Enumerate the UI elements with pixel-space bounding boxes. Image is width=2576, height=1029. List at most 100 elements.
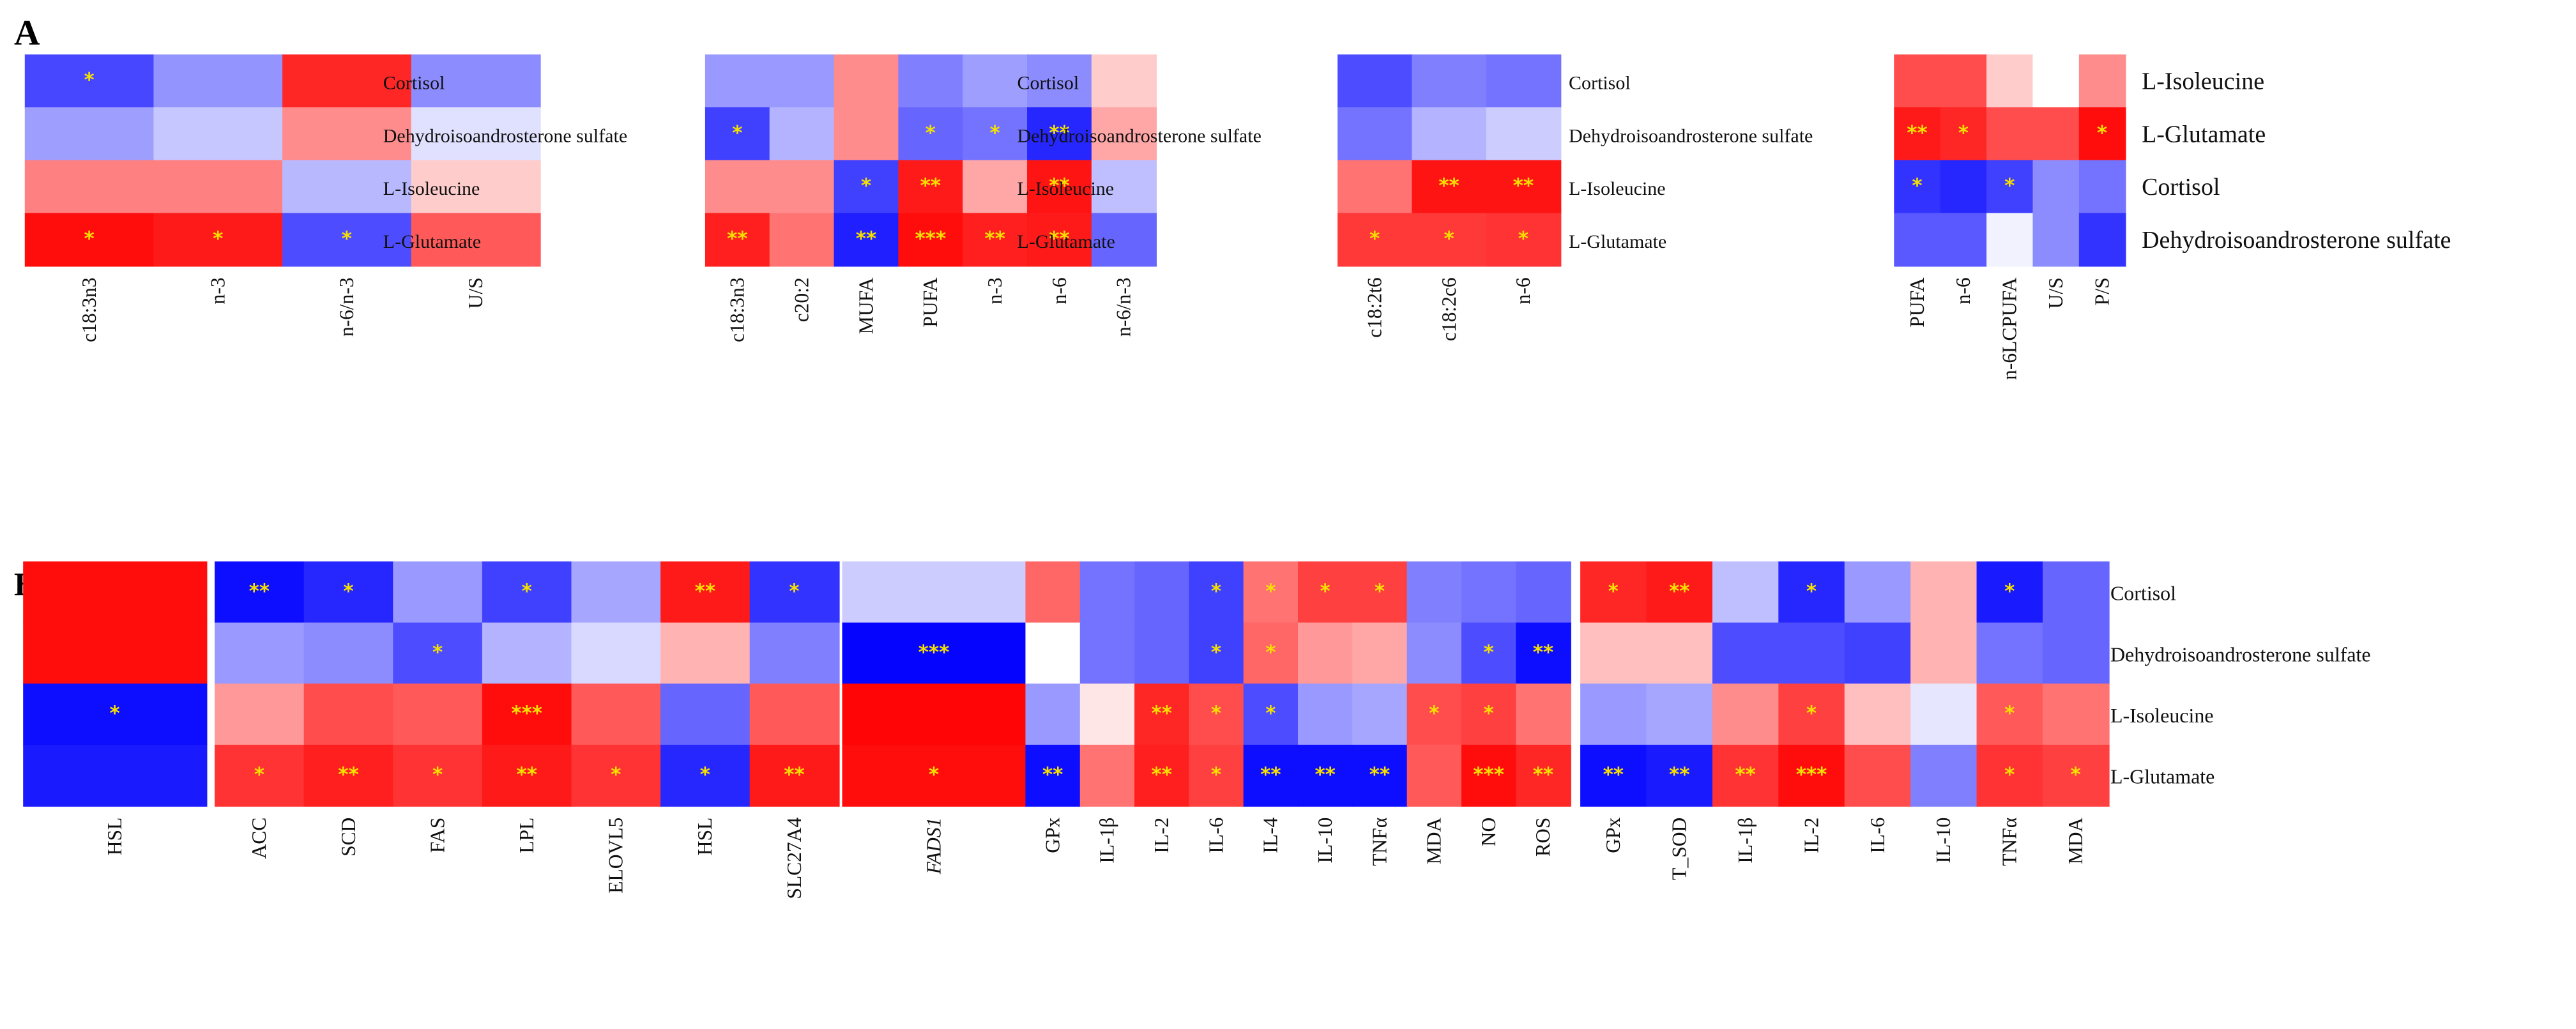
hm1-subcutaneous-adipose-cell-r0-c4 bbox=[963, 54, 1028, 109]
hm0-longissimus-dorsi-muscle-cell-r1-c3 bbox=[411, 107, 541, 162]
hm1-subcutaneous-adipose-cell-r0-c1 bbox=[769, 54, 835, 109]
hm5-serum-significance-r1-c2: * bbox=[432, 641, 443, 664]
hm2-serum-row-label-l-glutamate: L-Glutamate bbox=[1569, 231, 1666, 252]
hm2-serum-significance-r3-c1: * bbox=[1444, 227, 1454, 250]
hm7-serum-col-label-gpx: GPx bbox=[1041, 817, 1063, 853]
hm7-serum-cell-r0-c4 bbox=[1243, 561, 1299, 623]
hm8-liver-cell-r1-c2 bbox=[1712, 622, 1780, 685]
hm7-serum-cell-r3-c4 bbox=[1243, 744, 1299, 807]
hm2-serum-cell-r2-c1 bbox=[1412, 160, 1488, 214]
hm8-liver-significance-r3-c7: * bbox=[2071, 763, 2081, 786]
hm5-serum-cell-r3-c6 bbox=[749, 744, 840, 807]
hm1-subcutaneous-adipose-col-label-c20-2: c20:2 bbox=[790, 277, 812, 322]
hm3-liver-row-label-l-glutamate: L-Glutamate bbox=[2142, 121, 2266, 148]
hm1-subcutaneous-adipose-row-label-l-glutamate: L-Glutamate bbox=[1017, 231, 1115, 252]
hm3-liver-cell-r1-c0 bbox=[1894, 107, 1941, 162]
hm8-liver-significance-r3-c6: * bbox=[2004, 763, 2015, 786]
hm5-serum-cell-r1-c1 bbox=[303, 622, 394, 685]
hm8-liver-row-label-l-glutamate: L-Glutamate bbox=[2110, 765, 2214, 788]
hm5-serum-col-label-lpl: LPL bbox=[515, 818, 538, 853]
hm3-liver-cell-r1-c3 bbox=[2032, 107, 2080, 162]
hm5-serum-cell-r0-c6 bbox=[749, 561, 840, 623]
hm5-serum-col-label-scd: SCD bbox=[337, 818, 360, 857]
hm3-liver-cell-r3-c1 bbox=[1940, 213, 1988, 267]
hm2-serum-cell-r1-c0 bbox=[1338, 107, 1413, 162]
hm7-serum-significance-r1-c3: * bbox=[1211, 641, 1221, 664]
hm5-serum-significance-r3-c4: * bbox=[611, 763, 621, 786]
hm8-liver-col-label-il-2: IL-2 bbox=[1800, 818, 1822, 853]
hm4-subcutaneous-adipose-col-label-hsl: HSL bbox=[103, 818, 126, 856]
hm5-serum-significance-r3-c2: * bbox=[432, 763, 443, 786]
hm1-subcutaneous-adipose-significance-r3-c4: ** bbox=[984, 227, 1005, 250]
hm7-serum-cell-r1-c0 bbox=[1025, 622, 1081, 685]
hm0-longissimus-dorsi-muscle-cell-r3-c3 bbox=[411, 213, 541, 267]
hm5-serum-cell-r1-c0 bbox=[215, 622, 305, 685]
hm7-serum-cell-r0-c2 bbox=[1134, 561, 1190, 623]
hm2-serum-cell-r3-c1 bbox=[1412, 213, 1488, 267]
hm8-liver-cell-r0-c3 bbox=[1778, 561, 1846, 623]
hm8-liver-cell-r3-c7 bbox=[2042, 744, 2110, 807]
hm5-serum-significance-r0-c6: * bbox=[789, 580, 799, 603]
hm7-serum-cell-r3-c7 bbox=[1406, 744, 1463, 807]
hm1-subcutaneous-adipose-cell-r1-c4 bbox=[963, 107, 1028, 162]
hm3-liver-col-label-pufa: PUFA bbox=[1906, 277, 1928, 328]
hm0-longissimus-dorsi-muscle-cell-r1-c0 bbox=[24, 107, 155, 162]
hm2-serum-row-label-dehydroisoandrosterone-sulfate: Dehydroisoandrosterone sulfate bbox=[1569, 125, 1813, 146]
hm5-serum-cell-r0-c4 bbox=[571, 561, 662, 623]
hm1-subcutaneous-adipose-significance-r3-c2: ** bbox=[856, 227, 876, 250]
hm7-serum-col-label-mda: MDA bbox=[1423, 817, 1445, 864]
hm1-subcutaneous-adipose-row-label-l-isoleucine: L-Isoleucine bbox=[1017, 178, 1115, 199]
hm8-liver-cell-r2-c7 bbox=[2042, 683, 2110, 746]
hm5-serum-cell-r2-c2 bbox=[393, 683, 484, 746]
hm8-liver-cell-r3-c1 bbox=[1646, 744, 1714, 807]
hm0-longissimus-dorsi-muscle-cell-r3-c1 bbox=[153, 213, 284, 267]
hm7-serum-cell-r0-c3 bbox=[1189, 561, 1244, 623]
hm1-subcutaneous-adipose-cell-r1-c2 bbox=[834, 107, 899, 162]
hm7-serum-col-label-il-4: IL-4 bbox=[1260, 817, 1282, 853]
hm5-serum-cell-r0-c0 bbox=[215, 561, 305, 623]
hm8-liver-cell-r0-c0 bbox=[1580, 561, 1647, 623]
hm2-serum-cell-r0-c1 bbox=[1412, 54, 1488, 109]
hm7-serum-col-label-ros: ROS bbox=[1532, 818, 1554, 857]
hm0-longissimus-dorsi-muscle-row-label-l-isoleucine: L-Isoleucine bbox=[383, 178, 480, 199]
hm2-serum-significance-r2-c1: ** bbox=[1438, 174, 1459, 197]
hm6-longissimus-dorsi-muscle-cell-r3-c0 bbox=[842, 744, 1026, 807]
hm4-subcutaneous-adipose-cell-r3-c0 bbox=[23, 744, 208, 807]
hm1-subcutaneous-adipose-cell-r3-c2 bbox=[834, 213, 899, 267]
hm1-subcutaneous-adipose-cell-r0-c0 bbox=[705, 54, 771, 109]
hm1-subcutaneous-adipose-cell-r0-c2 bbox=[834, 54, 899, 109]
hm0-longissimus-dorsi-muscle-cell-r0-c1 bbox=[153, 54, 284, 109]
hm1-subcutaneous-adipose-significance-r3-c3: *** bbox=[915, 227, 946, 250]
hm8-liver-cell-r3-c6 bbox=[1976, 744, 2044, 807]
hm8-liver-cell-r3-c0 bbox=[1580, 744, 1647, 807]
hm7-serum-significance-r2-c2: ** bbox=[1152, 702, 1172, 725]
hm5-serum-cell-r3-c5 bbox=[660, 744, 751, 807]
hm1-subcutaneous-adipose-cell-r0-c3 bbox=[898, 54, 964, 109]
hm2-serum-col-label-c18-2c6: c18:2c6 bbox=[1438, 277, 1460, 341]
hm7-serum-cell-r3-c9 bbox=[1516, 744, 1571, 807]
hm8-liver-significance-r0-c1: ** bbox=[1669, 580, 1689, 603]
hm2-serum-significance-r3-c0: * bbox=[1369, 227, 1380, 250]
hm3-liver-cell-r0-c4 bbox=[2078, 54, 2126, 109]
hm8-liver-cell-r2-c0 bbox=[1580, 683, 1647, 746]
hm8-liver-cell-r0-c7 bbox=[2042, 561, 2110, 623]
hm4-subcutaneous-adipose-cell-r1-c0 bbox=[23, 622, 208, 685]
hm7-serum-significance-r3-c3: * bbox=[1211, 763, 1221, 786]
hm0-longissimus-dorsi-muscle-cell-r0-c2 bbox=[282, 54, 413, 109]
hm3-liver-cell-r1-c4 bbox=[2078, 107, 2126, 162]
hm7-serum-significance-r0-c5: * bbox=[1320, 580, 1330, 603]
hm8-liver-cell-r2-c4 bbox=[1844, 683, 1912, 746]
hm5-serum-significance-r3-c3: ** bbox=[516, 763, 537, 786]
hm3-liver-cell-r0-c3 bbox=[2032, 54, 2080, 109]
hm7-serum-significance-r1-c9: ** bbox=[1533, 641, 1553, 664]
hm7-serum-cell-r0-c7 bbox=[1406, 561, 1463, 623]
hm3-liver-cell-r3-c3 bbox=[2032, 213, 2080, 267]
hm1-subcutaneous-adipose-row-label-cortisol: Cortisol bbox=[1017, 73, 1079, 94]
hm3-liver-cell-r2-c2 bbox=[1986, 160, 2034, 214]
hm3-liver-significance-r1-c0: ** bbox=[1907, 121, 1927, 144]
hm8-liver-col-label-mda: MDA bbox=[2064, 817, 2087, 864]
hm5-serum-cell-r1-c6 bbox=[749, 622, 840, 685]
hm1-subcutaneous-adipose-cell-r1-c5 bbox=[1027, 107, 1093, 162]
hm8-liver-cell-r1-c5 bbox=[1910, 622, 1978, 685]
